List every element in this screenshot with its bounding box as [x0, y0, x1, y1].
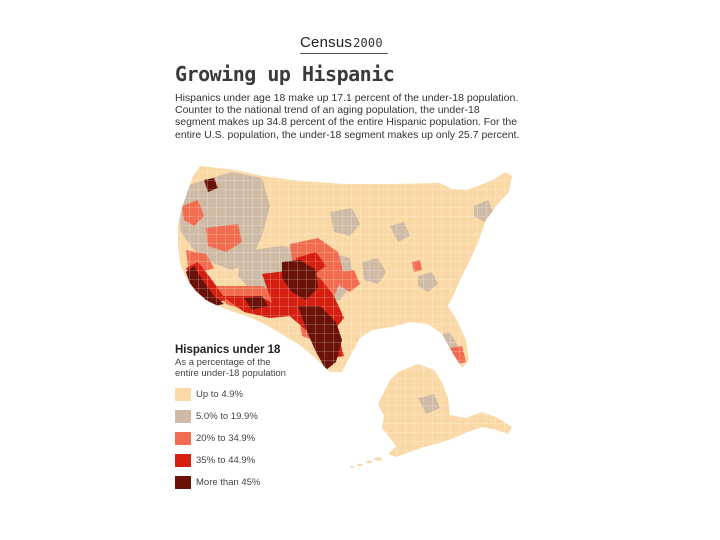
legend-item: Up to 4.9% — [175, 387, 345, 402]
legend-label: 20% to 34.9% — [196, 433, 256, 444]
legend-subtitle: As a percentage of the entire under-18 p… — [175, 357, 286, 379]
legend-item: 5.0% to 19.9% — [175, 409, 345, 424]
legend-title: Hispanics under 18 — [175, 344, 281, 356]
map-description: Hispanics under age 18 make up 17.1 perc… — [175, 92, 520, 141]
alaska — [378, 364, 512, 457]
legend-label: 5.0% to 19.9% — [196, 411, 258, 422]
legend-item: 20% to 34.9% — [175, 431, 345, 446]
legend-swatch — [175, 454, 191, 467]
legend-label: 35% to 44.9% — [196, 455, 256, 466]
legend-item: 35% to 44.9% — [175, 453, 345, 468]
logo-underline — [300, 53, 388, 54]
legend-swatch — [175, 410, 191, 423]
legend-swatch — [175, 432, 191, 445]
census-word: Census — [300, 34, 353, 51]
alaska-boundaries — [378, 364, 512, 457]
legend-label: More than 45% — [196, 477, 261, 488]
map-legend: Hispanics under 18 As a percentage of th… — [175, 344, 345, 497]
legend-swatch — [175, 388, 191, 401]
census-year: 2000 — [353, 36, 383, 50]
aleutian-islands — [350, 457, 382, 468]
legend-items: Up to 4.9% 5.0% to 19.9% 20% to 34.9% 35… — [175, 387, 345, 490]
map-title: Growing up Hispanic — [175, 62, 395, 86]
legend-swatch — [175, 476, 191, 489]
legend-label: Up to 4.9% — [196, 389, 243, 400]
census-2000-logo: Census2000 — [300, 34, 388, 54]
legend-item: More than 45% — [175, 475, 345, 490]
